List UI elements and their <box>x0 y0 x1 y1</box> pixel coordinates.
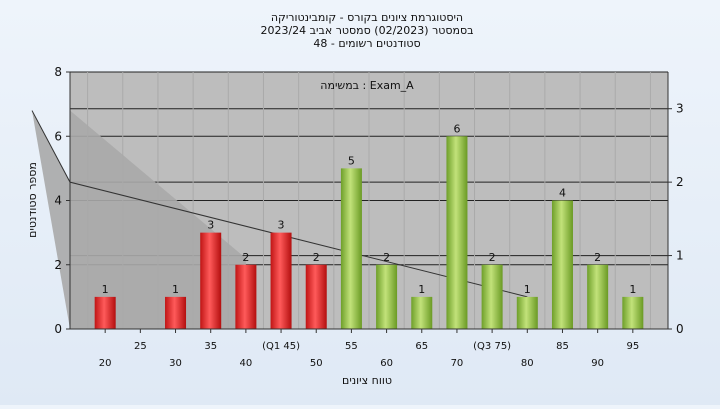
y2-tick-label: 2 <box>676 175 684 189</box>
bar-value-label: 1 <box>629 283 636 296</box>
bar <box>305 264 327 329</box>
x-tick-label: 95 <box>626 341 639 352</box>
bar <box>551 200 573 329</box>
bar-value-label: 2 <box>594 251 601 264</box>
bar <box>270 232 292 329</box>
bar <box>587 264 609 329</box>
bar-value-label: 1 <box>172 283 179 296</box>
x-tick-label: 50 <box>310 358 323 369</box>
bar-value-label: 1 <box>102 283 109 296</box>
y-tick-label: 2 <box>54 258 62 272</box>
title-line: בסמסטר (02/2023) סמסטר אביב 2023/24 <box>260 24 473 37</box>
chart-title: היסטוגרמת ציונים בקורס - קומבינטוריקהבסמ… <box>260 11 473 50</box>
bar <box>516 296 538 329</box>
bar <box>340 168 362 329</box>
bar-value-label: 3 <box>278 219 285 232</box>
x-tick-label: 30 <box>169 358 182 369</box>
x-tick-label: 20 <box>99 358 112 369</box>
bar-value-label: 1 <box>524 283 531 296</box>
bar-value-label: 2 <box>313 251 320 264</box>
x-tick-label: 35 <box>204 341 217 352</box>
x-axis-label: טווח ציונים <box>342 374 392 387</box>
x-tick-label: 25 <box>134 341 147 352</box>
y2-tick-label: 1 <box>676 249 684 263</box>
bar <box>622 296 644 329</box>
bar-value-label: 6 <box>453 122 460 135</box>
bar-value-label: 2 <box>489 251 496 264</box>
x-tick-label: 40 <box>240 358 253 369</box>
x-tick-label: 65 <box>415 341 428 352</box>
x-tick-label: 55 <box>345 341 358 352</box>
y-tick-label: 4 <box>54 194 62 208</box>
x-tick-label: 70 <box>451 358 464 369</box>
bars: 1 1 3 2 3 2 5 2 1 6 2 1 4 2 1 <box>94 122 644 329</box>
bar <box>94 296 116 329</box>
bar-value-label: 2 <box>383 251 390 264</box>
bar-value-label: 4 <box>559 187 566 200</box>
bar-value-label: 3 <box>207 219 214 232</box>
bar-value-label: 1 <box>418 283 425 296</box>
bar <box>235 264 257 329</box>
legend-text: במשימה : Exam_A <box>320 79 414 92</box>
y2-tick-label: 0 <box>676 322 684 336</box>
title-line: סטודנטים רשומים - 48 <box>313 37 420 50</box>
x-tick-label: (Q3 75) <box>473 341 511 352</box>
x-tick-label: 90 <box>591 358 604 369</box>
bar <box>446 136 468 329</box>
bar <box>376 264 398 329</box>
x-tick-label: (Q1 45) <box>262 341 300 352</box>
bar <box>411 296 433 329</box>
x-tick-label: 80 <box>521 358 534 369</box>
bar <box>200 232 222 329</box>
bar <box>165 296 187 329</box>
bar <box>481 264 503 329</box>
y2-tick-label: 3 <box>676 102 684 116</box>
y-tick-label: 6 <box>54 129 62 143</box>
x-tick-label: 60 <box>380 358 393 369</box>
y-tick-label: 0 <box>54 322 62 336</box>
y-axis-label: מספר סטודנטים <box>26 162 39 238</box>
x-tick-label: 85 <box>556 341 569 352</box>
bar-value-label: 5 <box>348 154 355 167</box>
title-line: היסטוגרמת ציונים בקורס - קומבינטוריקה <box>271 11 463 24</box>
bar-value-label: 2 <box>242 251 249 264</box>
y-tick-label: 8 <box>54 65 62 79</box>
